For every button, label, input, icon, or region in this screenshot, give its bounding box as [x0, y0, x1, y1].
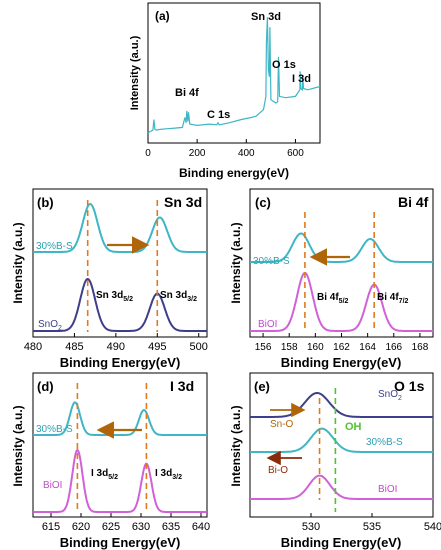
x-axis-label: Binding Energy(eV) [60, 535, 181, 550]
x-tick-label: 156 [255, 342, 272, 353]
x-tick-label: 480 [24, 341, 42, 353]
panel-label: (d) [37, 379, 54, 394]
x-tick-label: 535 [363, 521, 381, 533]
sample-label-30bs: 30%B-S [366, 437, 403, 448]
x-tick-label: 635 [162, 521, 180, 533]
peak-label-bi4f52: Bi 4f5/2 [317, 292, 349, 305]
series-group [33, 383, 207, 513]
y-axis-label: Intensity (a.u.) [11, 405, 25, 486]
tick-group: 156 158 160 162 164 166 168 [255, 333, 429, 353]
series-group [250, 212, 433, 332]
panel-e: (e) O 1s 530 535 540 SnO2 30%B-S BiOI Sn-O… [229, 372, 441, 550]
y-axis-label: Intensity (a.u.) [129, 35, 141, 110]
x-tick-label: 162 [333, 342, 350, 353]
x-tick-label: 485 [65, 341, 83, 353]
x-tick-label: 400 [238, 148, 255, 159]
series-line [33, 277, 207, 332]
annotation-bi4f: Bi 4f [175, 87, 199, 99]
peak-label-sn3d52: Sn 3d5/2 [96, 290, 133, 303]
x-tick-label: 630 [132, 521, 150, 533]
sample-label-sno2: SnO2 [38, 319, 62, 332]
plot-frame [32, 372, 208, 518]
sample-label-30bs: 30%B-S [36, 424, 73, 435]
x-tick-label: 0 [145, 148, 151, 159]
x-tick-label: 490 [107, 341, 125, 353]
series-group [250, 388, 433, 512]
x-tick-label: 164 [359, 342, 376, 353]
tick-group: 615 620 625 630 635 640 [42, 513, 210, 533]
x-tick-label: 200 [189, 148, 206, 159]
panel-b: (b) Sn 3d 480 485 490 495 500 30%B-S SnO2 Sn… [11, 188, 208, 370]
annotation-o1s: O 1s [272, 59, 296, 71]
x-tick-label: 495 [148, 341, 166, 353]
series-line [33, 401, 207, 436]
sample-label-30bs: 30%B-S [36, 241, 73, 252]
series-line [33, 449, 207, 513]
y-axis-label: Intensity (a.u.) [229, 222, 243, 303]
series-line [33, 202, 207, 253]
series-line [250, 474, 433, 500]
tick-group: 0 200 400 600 [145, 139, 304, 159]
x-tick-label: 615 [42, 521, 60, 533]
tick-group: 530 535 540 [302, 513, 441, 533]
x-tick-label: 600 [287, 148, 304, 159]
panel-label: (b) [37, 195, 54, 210]
x-axis-label: Binding Energy(eV) [281, 355, 402, 370]
sample-label-sno2: SnO2 [378, 389, 402, 402]
panel-a: (a) 0 200 400 600 Bi 4f C 1s Sn 3d O 1s I 3… [129, 2, 321, 180]
peak-label-i3d32: I 3d3/2 [155, 468, 182, 481]
series-group [33, 200, 207, 332]
sample-label-bioi: BiOI [258, 319, 277, 330]
peak-label-i3d52: I 3d5/2 [91, 468, 118, 481]
panel-d: (d) I 3d 615 620 625 630 635 640 30%B-S BiOI … [11, 372, 210, 550]
annotation-i3d: I 3d [292, 73, 311, 85]
x-tick-label: 500 [190, 341, 208, 353]
annotation-bi-o: Bi-O [268, 465, 288, 476]
tick-group: 480 485 490 495 500 [24, 333, 208, 353]
x-tick-label: 640 [192, 521, 210, 533]
x-axis-label: Binding Energy(eV) [60, 355, 181, 370]
x-tick-label: 620 [72, 521, 90, 533]
annotation-sn3d: Sn 3d [251, 11, 281, 23]
x-tick-label: 160 [307, 342, 324, 353]
annotation-sn-o: Sn-O [270, 419, 294, 430]
x-tick-label: 625 [102, 521, 120, 533]
panel-label: (e) [254, 379, 270, 394]
panel-label: (c) [255, 195, 271, 210]
sample-label-30bs: 30%B-S [253, 256, 290, 267]
y-axis-label: Intensity (a.u.) [229, 405, 243, 486]
series-line [250, 271, 433, 332]
x-tick-label: 530 [302, 521, 320, 533]
sample-label-bioi: BiOI [43, 480, 62, 491]
plot-frame [147, 2, 321, 144]
plot-frame [249, 372, 434, 518]
series-line [250, 392, 433, 418]
x-axis-label: Binding Energy(eV) [281, 535, 402, 550]
peak-label-sn3d32: Sn 3d3/2 [160, 290, 197, 303]
element-title: I 3d [170, 378, 194, 394]
element-title: Sn 3d [164, 194, 202, 210]
element-title: O 1s [394, 378, 425, 394]
series-line [250, 427, 433, 453]
sample-label-bioi: BiOI [378, 484, 397, 495]
annotation-oh: OH [345, 421, 362, 433]
y-axis-label: Intensity (a.u.) [11, 222, 25, 303]
x-axis-label: Binding energy(eV) [179, 166, 289, 180]
series-group [147, 17, 321, 134]
x-tick-label: 158 [281, 342, 298, 353]
plot-frame [32, 188, 208, 338]
panel-label: (a) [155, 9, 170, 23]
x-tick-label: 540 [424, 521, 441, 533]
annotation-c1s: C 1s [207, 109, 230, 121]
series-line [250, 232, 433, 263]
x-tick-label: 168 [412, 342, 429, 353]
panel-c: (c) Bi 4f 156 158 160 162 164 166 168 30%B-S B… [229, 188, 434, 370]
element-title: Bi 4f [398, 194, 429, 210]
survey-spectrum [147, 17, 321, 134]
x-tick-label: 166 [385, 342, 402, 353]
